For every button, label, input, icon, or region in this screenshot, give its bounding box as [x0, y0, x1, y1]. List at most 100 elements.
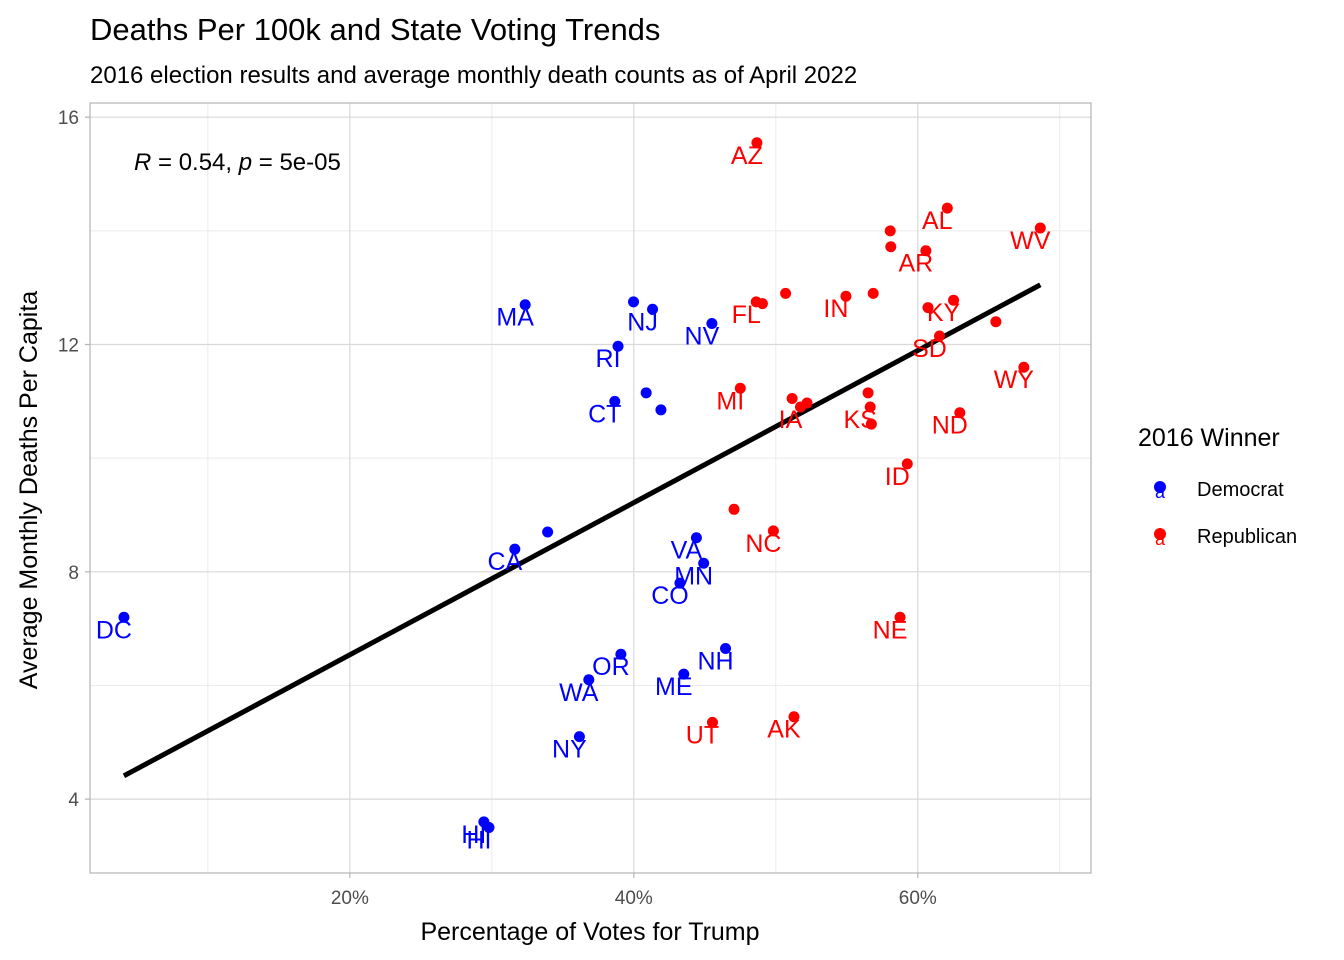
legend-key-glyph-democrat: a: [1155, 482, 1166, 502]
data-point: [840, 290, 852, 302]
y-tick-label: 8: [68, 563, 79, 584]
data-point: [647, 303, 659, 315]
point-label: CT: [588, 400, 621, 428]
data-point: [1018, 361, 1030, 373]
data-point: [615, 648, 627, 660]
legend-item-republican: a Republican: [1154, 526, 1297, 549]
point-label: AL: [922, 207, 953, 235]
point-label: KY: [927, 299, 961, 327]
grid-lines: [90, 103, 1091, 873]
x-tick-label: 40%: [615, 888, 653, 909]
data-point: [573, 731, 585, 743]
legend-title: 2016 Winner: [1138, 424, 1280, 452]
data-point: [867, 287, 879, 299]
data-point: [720, 643, 732, 655]
point-label: ME: [655, 673, 693, 701]
data-point: [954, 407, 966, 419]
data-point: [864, 401, 876, 413]
point-label: UT: [686, 721, 719, 749]
x-tick-label: 60%: [899, 888, 937, 909]
data-point: [734, 382, 746, 394]
data-point: [901, 458, 913, 470]
point-label: ND: [932, 412, 968, 440]
data-point: [674, 577, 686, 589]
data-point: [756, 298, 768, 310]
data-point: [678, 668, 690, 680]
plot-border: [89, 102, 1092, 874]
data-point: [801, 397, 813, 409]
data-point: [922, 302, 934, 314]
point-label: AZ: [731, 142, 763, 170]
data-point: [542, 526, 554, 538]
data-point: [728, 503, 740, 515]
data-point: [934, 330, 946, 342]
y-axis-title: Average Monthly Deaths Per Capita: [15, 291, 43, 689]
r-value: = 0.54,: [151, 149, 238, 176]
data-point: [519, 299, 531, 311]
data-point: [706, 317, 718, 329]
legend-item-democrat: a Democrat: [1154, 479, 1284, 502]
legend-key-point-democrat: [1154, 481, 1166, 493]
point-label: OR: [592, 653, 630, 681]
point-label: KS: [844, 406, 877, 434]
point-label: NY: [552, 736, 587, 764]
legend-key-point-republican: [1154, 528, 1166, 540]
data-point: [612, 340, 624, 352]
legend-label-democrat: Democrat: [1197, 479, 1284, 501]
point-label: IA: [779, 406, 803, 434]
point-label: MN: [674, 562, 713, 590]
point-label: DC: [96, 616, 132, 644]
data-point: [788, 711, 800, 723]
data-point: [483, 822, 495, 834]
axis-ticks: 20% 40% 60% 4 8 12 16: [58, 108, 937, 909]
r-symbol: R: [134, 149, 151, 176]
data-point: [640, 387, 652, 399]
data-point: [941, 202, 953, 214]
data-point: [767, 525, 779, 537]
point-label: NE: [873, 616, 908, 644]
point-label: SD: [912, 335, 947, 363]
data-point: [1034, 222, 1046, 234]
data-points: [118, 137, 1046, 834]
regression-line: [122, 282, 1042, 779]
data-point: [655, 404, 667, 416]
point-label: NC: [745, 530, 781, 558]
point-label: RI: [596, 345, 621, 373]
point-label: AR: [899, 250, 934, 278]
point-label: MA: [496, 304, 534, 332]
point-label: HI: [461, 821, 486, 849]
data-point: [509, 543, 521, 555]
point-label: NH: [697, 648, 733, 676]
data-point: [865, 418, 877, 430]
y-tick-label: 12: [58, 336, 79, 357]
data-point: [118, 611, 130, 623]
y-tick-label: 4: [68, 790, 79, 811]
p-symbol: p: [238, 149, 252, 176]
data-point: [786, 392, 798, 404]
legend: 2016 Winner a Democrat a Republican: [1138, 424, 1297, 549]
point-label: FL: [732, 301, 761, 329]
point-label: WY: [994, 366, 1035, 394]
data-point: [583, 674, 595, 686]
data-point: [698, 557, 710, 569]
point-label: NJ: [627, 308, 658, 336]
point-label: ID: [885, 463, 910, 491]
data-point: [948, 294, 960, 306]
point-label: WA: [559, 679, 599, 707]
data-point: [885, 241, 897, 253]
point-label: CO: [651, 582, 689, 610]
legend-key-glyph-republican: a: [1155, 529, 1166, 549]
data-point: [751, 137, 763, 149]
x-axis-title: Percentage of Votes for Trump: [420, 918, 759, 946]
data-point: [920, 245, 932, 257]
data-point: [690, 532, 702, 544]
p-value: = 5e-05: [252, 149, 341, 176]
data-point: [990, 316, 1002, 328]
point-label: VA: [671, 537, 703, 565]
point-label: CA: [487, 548, 522, 576]
point-label: HI: [466, 827, 491, 855]
y-tick-label: 16: [58, 108, 79, 129]
data-point: [894, 611, 906, 623]
